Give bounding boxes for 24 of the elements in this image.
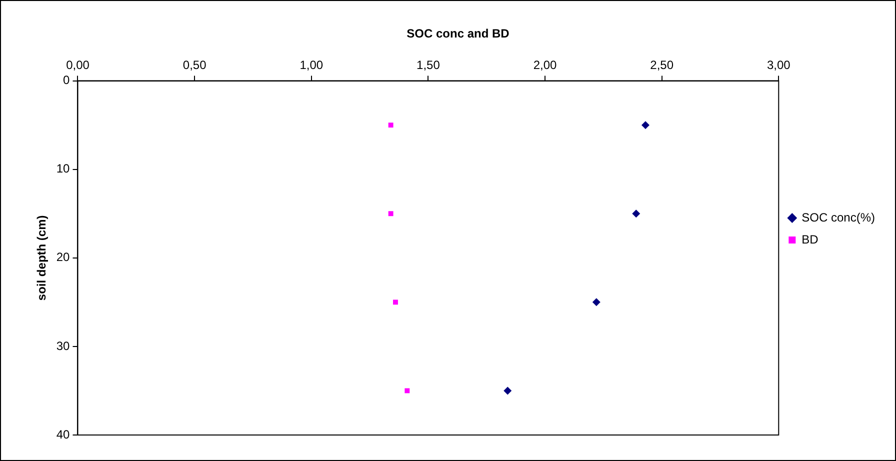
y-tick-label: 30 [56, 338, 70, 353]
y-tick-label: 10 [56, 162, 70, 176]
y-tick-label: 0 [63, 73, 70, 88]
x-tick-label: 3,00 [766, 58, 791, 72]
point [393, 300, 398, 305]
point [504, 386, 512, 395]
legend-label: SOC conc(%) [802, 210, 876, 224]
chart-title: SOC conc and BD [406, 26, 510, 41]
point [632, 210, 640, 218]
y-tick-label: 20 [56, 250, 70, 264]
x-tick-label: 2,00 [533, 58, 558, 72]
x-tick-label: 0,50 [182, 58, 207, 72]
point [592, 298, 600, 306]
x-tick-label: 0,00 [66, 58, 90, 72]
point [388, 122, 394, 128]
x-tick-label: 1,50 [416, 58, 440, 72]
y-tick-label: 40 [56, 427, 70, 442]
point [388, 211, 394, 216]
point [404, 388, 410, 394]
x-tick-label: 1,00 [300, 58, 324, 72]
point [641, 121, 650, 130]
legend-label: BD [802, 232, 819, 246]
y-axis-title: soil depth (cm) [34, 215, 49, 301]
x-tick-label: 2,50 [650, 58, 674, 72]
